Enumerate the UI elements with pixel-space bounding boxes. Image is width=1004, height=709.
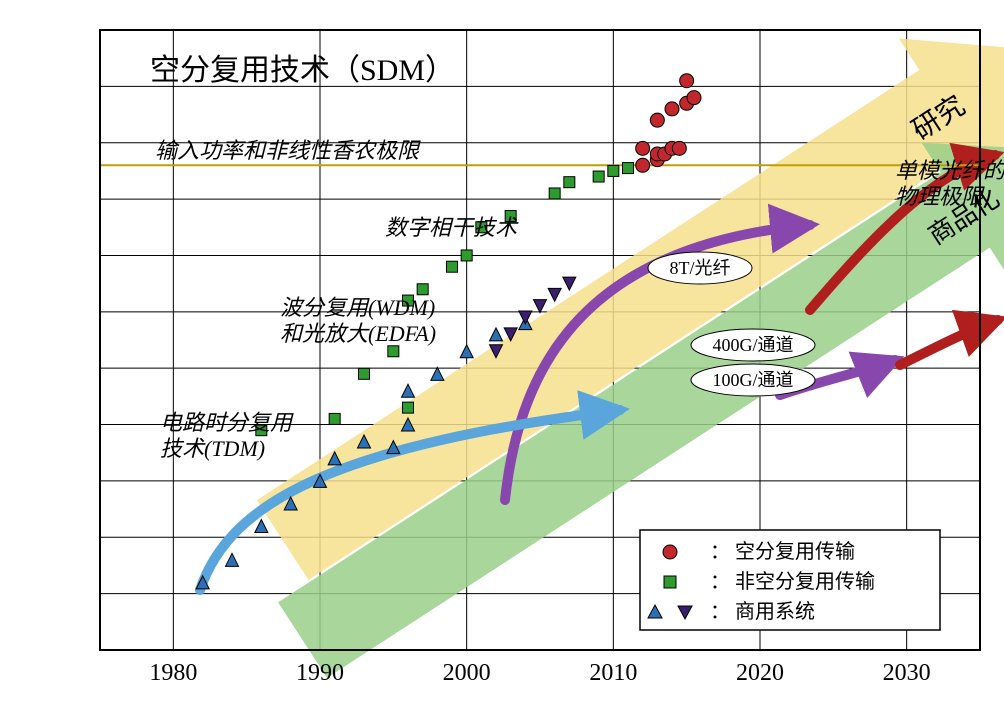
legend-colon: ： [710, 571, 730, 593]
x-tick-label: 2000 [443, 660, 491, 686]
point-nonsdm [388, 346, 399, 357]
point-nonsdm [403, 402, 414, 413]
point-nonsdm [549, 188, 560, 199]
shannon-limit-label: 输入功率和非线性香农极限 [155, 138, 421, 163]
legend-label-sdm: 空分复用传输 [735, 540, 855, 563]
point-nonsdm [329, 413, 340, 424]
point-nonsdm [417, 284, 428, 295]
legend-label-comm: 商用系统 [735, 600, 815, 623]
point-nonsdm [359, 368, 370, 379]
point-nonsdm [564, 177, 575, 188]
label-coherent: 数字相干技术 [385, 215, 519, 240]
legend-label-nonsdm: 非空分复用传输 [735, 570, 875, 593]
x-tick-label: 2020 [736, 660, 784, 686]
legend-colon: ： [710, 601, 730, 623]
legend-marker-circle [663, 545, 677, 559]
callout-100g-label: 100G/通道 [713, 370, 794, 390]
sdm-roadmap-chart: 研究商品化输入功率和非线性香农极限8T/光纤400G/通道100G/通道空分复用… [0, 0, 1004, 709]
point-nonsdm [447, 261, 458, 272]
label-sdm-title: 空分复用技术（SDM） [150, 54, 455, 87]
point-sdm [650, 113, 664, 127]
point-nonsdm [623, 163, 634, 174]
x-tick-label: 2030 [883, 660, 931, 686]
legend-marker-square [664, 576, 676, 588]
point-sdm [665, 102, 679, 116]
point-sdm [636, 141, 650, 155]
label-wdm-edfa: 波分复用(WDM)和光放大(EDFA) [280, 295, 436, 346]
point-sdm [687, 91, 701, 105]
point-sdm [680, 74, 694, 88]
point-nonsdm [461, 250, 472, 261]
x-tick-label: 1980 [149, 660, 197, 686]
point-nonsdm [608, 165, 619, 176]
point-nonsdm [593, 171, 604, 182]
point-sdm [672, 141, 686, 155]
callout-400g-label: 400G/通道 [713, 335, 794, 355]
callout-8t-label: 8T/光纤 [670, 258, 731, 278]
x-tick-label: 1990 [296, 660, 344, 686]
legend-colon: ： [710, 541, 730, 563]
point-sdm [636, 158, 650, 172]
x-tick-label: 2010 [589, 660, 637, 686]
